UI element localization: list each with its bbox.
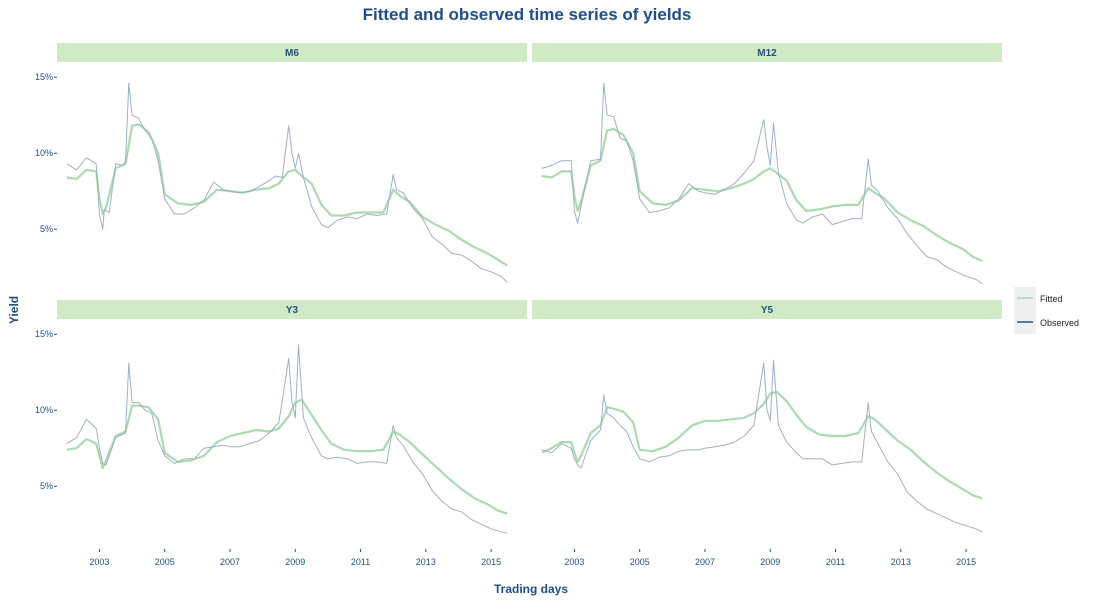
series-fitted-m12 (541, 127, 983, 263)
legend-label-observed: Observed (1040, 318, 1079, 328)
chart-title: Fitted and observed time series of yield… (363, 5, 692, 24)
panel-y3: Y3 5% 10% 15% 2003 2005 2007 2009 2011 2013 2015 (35, 300, 527, 567)
series-observed-y5 (541, 359, 983, 533)
panel-y5: Y5 2003 2005 2007 2009 2011 2013 2015 (532, 300, 1002, 567)
x-tick-label-y3-2009: 2009 (285, 557, 305, 567)
series-fitted-m6 (66, 123, 508, 267)
strip-y3 (57, 300, 527, 319)
y-tick-label-y3-15: 15% (35, 329, 53, 339)
x-tick-label-y3-2007: 2007 (220, 557, 240, 567)
y-tick-label-y3-5: 5% (40, 481, 53, 491)
strip-label-m12: M12 (757, 48, 777, 59)
series-fitted-y5 (541, 390, 983, 500)
x-tick-label-y3-2003: 2003 (89, 557, 109, 567)
y-tick-label-y3-10: 10% (35, 405, 53, 415)
panel-m12: M12 (532, 43, 1002, 285)
y-tick-label-m6-5: 5% (40, 224, 53, 234)
y-axis-title: Yield (7, 296, 21, 324)
strip-label-m6: M6 (285, 48, 299, 59)
facet-panels: M6 5% 10% 15% M12 Y3 5% 10% 15% 2003 2005 2007 2009 2… (35, 43, 1002, 567)
strip-m6 (57, 43, 527, 62)
x-tick-label-y3-2011: 2011 (351, 557, 370, 567)
legend-key-background (1014, 287, 1036, 334)
strip-y5 (532, 300, 1002, 319)
series-observed-m6 (66, 82, 508, 283)
series-observed-m12 (541, 82, 983, 285)
x-tick-label-y5-2009: 2009 (760, 557, 780, 567)
x-tick-label-y3-2015: 2015 (481, 557, 501, 567)
x-tick-label-y5-2007: 2007 (695, 557, 715, 567)
y-tick-label-m6-15: 15% (35, 72, 53, 82)
legend-label-fitted: Fitted (1040, 294, 1063, 304)
strip-label-y5: Y5 (761, 305, 774, 316)
series-fitted-y3 (66, 398, 508, 515)
x-tick-label-y5-2003: 2003 (564, 557, 584, 567)
x-tick-label-y5-2011: 2011 (826, 557, 845, 567)
x-tick-label-y5-2005: 2005 (630, 557, 650, 567)
x-tick-label-y5-2013: 2013 (891, 557, 911, 567)
x-tick-label-y3-2013: 2013 (416, 557, 436, 567)
strip-label-y3: Y3 (286, 305, 299, 316)
x-tick-label-y5-2015: 2015 (956, 557, 976, 567)
legend: Fitted Observed (1014, 287, 1079, 334)
y-tick-label-m6-10: 10% (35, 148, 53, 158)
x-tick-label-y3-2005: 2005 (155, 557, 175, 567)
strip-m12 (532, 43, 1002, 62)
panel-m6: M6 5% 10% 15% (35, 43, 527, 283)
x-axis-title: Trading days (494, 582, 568, 596)
series-observed-y3 (66, 344, 508, 534)
